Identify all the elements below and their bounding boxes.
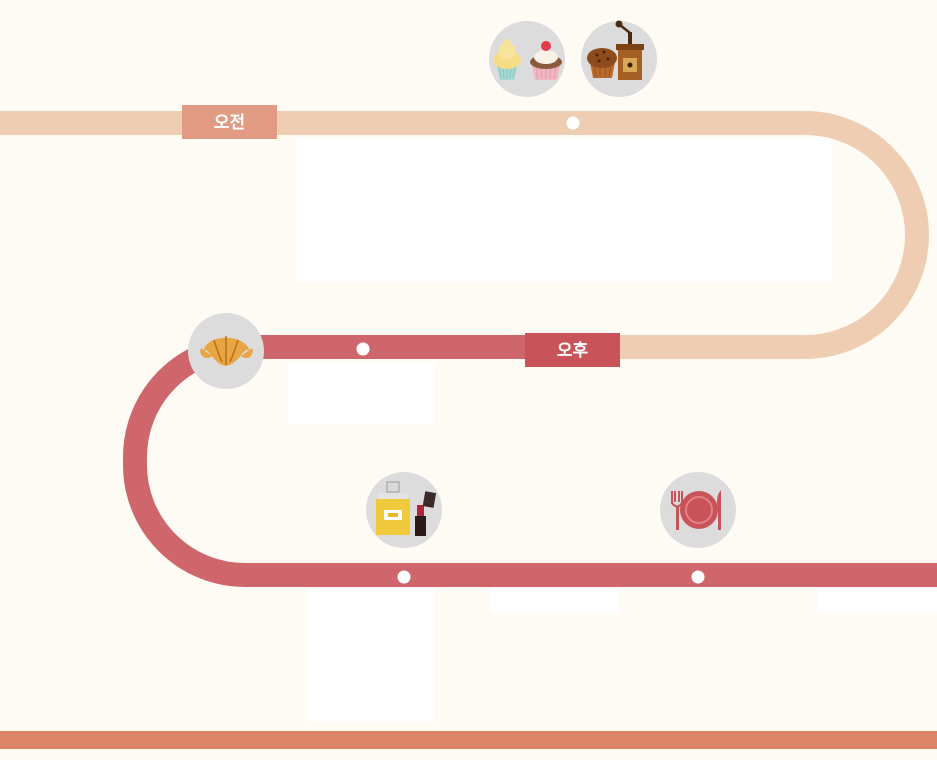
afternoon-label: 오후 — [557, 340, 589, 361]
content-block — [308, 588, 435, 722]
timeline-node — [566, 116, 580, 130]
content-block — [288, 362, 435, 424]
perfume-lipstick-icon — [366, 472, 442, 548]
content-block — [296, 138, 832, 282]
afternoon-track — [123, 335, 937, 587]
dinner-plate-icon — [660, 472, 736, 548]
croissant-icon — [188, 313, 264, 389]
muffin-coffee-grinder-icon — [581, 20, 657, 97]
afternoon-tag: 오후 — [525, 333, 620, 367]
content-block — [490, 588, 618, 612]
timeline-node — [691, 570, 705, 584]
morning-track — [0, 111, 929, 359]
timeline-node — [397, 570, 411, 584]
morning-tag: 오전 — [182, 105, 277, 139]
morning-label: 오전 — [214, 113, 245, 133]
cupcakes-icon — [489, 21, 565, 97]
timeline-node — [356, 342, 370, 356]
content-block — [817, 588, 937, 612]
footer-bar — [0, 731, 937, 749]
